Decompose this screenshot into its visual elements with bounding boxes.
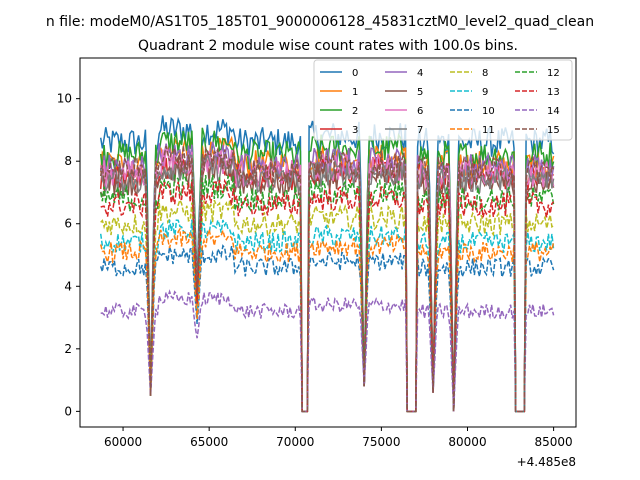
series-line: [100, 198, 554, 413]
series-line: [99, 244, 555, 413]
legend-label: 5: [417, 87, 423, 98]
legend-label: 3: [352, 125, 358, 136]
legend-label: 2: [352, 106, 358, 117]
series-line: [99, 226, 555, 413]
x-tick-label: 75000: [362, 435, 400, 449]
y-tick-label: 8: [64, 154, 72, 168]
x-tick-label: 70000: [276, 435, 314, 449]
chart-suptitle: n file: modeM0/AS1T05_185T01_9000006128_…: [46, 14, 594, 30]
y-tick-label: 0: [64, 404, 72, 418]
legend-box: [313, 59, 573, 141]
series-line: [100, 178, 555, 413]
x-tick-label: 85000: [535, 435, 573, 449]
series-layer: [99, 115, 555, 413]
legend-label: 12: [547, 68, 560, 79]
series-line: [99, 151, 554, 413]
legend-label: 1: [352, 87, 358, 98]
plot-frame: [79, 57, 577, 428]
series-line: [99, 145, 555, 413]
x-tick-label: 65000: [190, 435, 228, 449]
series-line: [99, 217, 555, 413]
x-offset-label: +4.485e8: [517, 455, 576, 469]
legend-label: 11: [482, 125, 495, 136]
series-line: [99, 145, 555, 413]
chart-title: Quadrant 2 module wise count rates with …: [138, 38, 518, 54]
y-tick-label: 10: [57, 92, 72, 106]
x-tick-label: 80000: [448, 435, 486, 449]
legend-label: 9: [482, 87, 488, 98]
legend-label: 7: [417, 125, 423, 136]
y-tick-label: 2: [64, 342, 72, 356]
legend-label: 4: [417, 68, 423, 79]
x-axis: 60000 65000 70000 75000 80000 85000: [104, 427, 573, 449]
series-line: [100, 289, 555, 413]
y-tick-label: 4: [64, 279, 72, 293]
legend-label: 14: [547, 106, 560, 117]
legend-label: 10: [482, 106, 495, 117]
legend-label: 6: [417, 106, 423, 117]
y-axis: 0 2 4 6 8 10: [57, 92, 80, 418]
y-tick-label: 6: [64, 217, 72, 231]
legend-label: 8: [482, 68, 488, 79]
series-line: [99, 127, 555, 413]
legend-label: 13: [547, 87, 560, 98]
legend-label: 0: [352, 68, 358, 79]
legend-label: 15: [547, 125, 560, 136]
x-tick-label: 60000: [104, 435, 142, 449]
